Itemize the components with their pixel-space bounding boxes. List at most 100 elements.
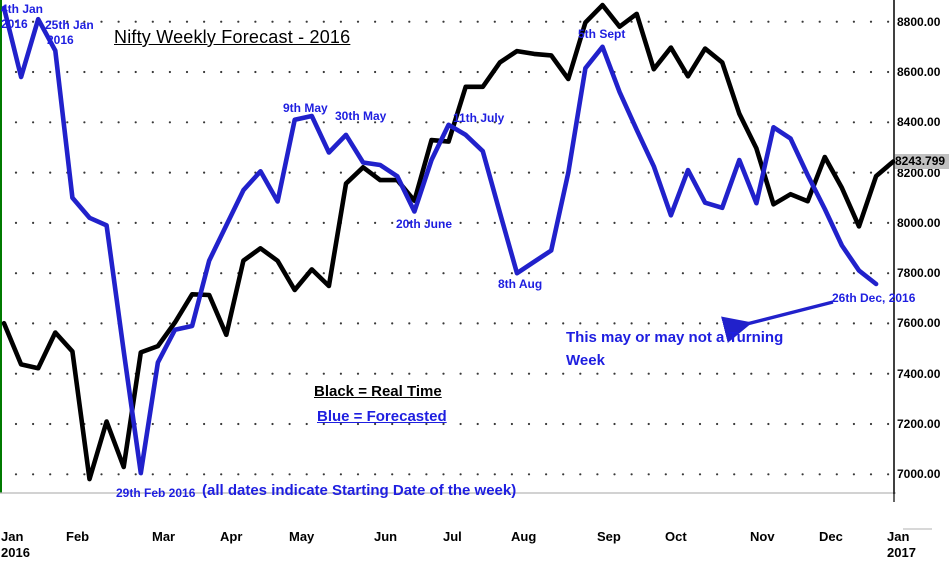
- grid-dot: [356, 20, 360, 23]
- grid-dot: [151, 20, 154, 23]
- grid-dot: [459, 422, 462, 426]
- grid-dot: [442, 272, 445, 275]
- grid-dot: [784, 171, 787, 174]
- grid-dot: [134, 20, 137, 23]
- x-axis-label-sep: Sep: [597, 529, 621, 544]
- ann-9th-may: 9th May: [283, 101, 328, 115]
- grid-dot: [100, 473, 103, 476]
- grid-dot: [31, 121, 35, 124]
- grid-dot: [869, 121, 873, 124]
- x-axis-label-may: May: [289, 529, 315, 544]
- ann-4th-jan: 4th Jan: [1, 2, 44, 16]
- grid-dot: [698, 473, 702, 476]
- grid-dot: [818, 20, 821, 23]
- grid-dot: [237, 171, 240, 174]
- grid-dot: [527, 473, 531, 476]
- grid-dot: [288, 473, 291, 476]
- grid-dot: [185, 372, 189, 375]
- grid-dot: [305, 121, 308, 124]
- grid-dot: [493, 20, 496, 23]
- grid-dot: [288, 70, 291, 74]
- grid-dot: [784, 272, 787, 275]
- grid-dot: [852, 473, 856, 476]
- grid-dot: [887, 473, 890, 476]
- grid-dot: [151, 272, 154, 275]
- grid-dot: [767, 372, 770, 375]
- grid-dot: [818, 322, 821, 325]
- grid-dot: [151, 171, 154, 174]
- grid-dot: [545, 70, 548, 74]
- grid-dot: [185, 121, 189, 124]
- grid-dot: [117, 171, 120, 174]
- grid-dot: [322, 221, 325, 224]
- grid-dot: [579, 422, 582, 426]
- grid-dot: [596, 221, 599, 224]
- grid-dot: [801, 171, 804, 174]
- grid-dot: [66, 70, 69, 74]
- grid-dot: [117, 473, 120, 476]
- grid-dot: [442, 171, 445, 174]
- grid-dot: [339, 121, 342, 124]
- grid-dot: [356, 70, 360, 74]
- grid-dot: [220, 70, 223, 74]
- grid-dot: [356, 372, 360, 375]
- grid-dot: [527, 121, 531, 124]
- last-price-badge: 8243.799: [895, 154, 949, 169]
- grid-dot: [339, 372, 342, 375]
- grid-dot: [647, 422, 650, 426]
- grid-dot: [887, 272, 890, 275]
- grid-dot: [31, 272, 35, 275]
- grid-dot: [493, 121, 496, 124]
- grid-dot: [168, 221, 171, 224]
- grid-dot: [134, 473, 137, 476]
- ann-26th-dec: 26th Dec, 2016: [832, 291, 916, 305]
- grid-dot: [750, 372, 753, 375]
- grid-dot: [835, 20, 838, 23]
- grid-dot: [151, 322, 154, 325]
- grid-dot: [134, 221, 137, 224]
- grid-dot: [801, 422, 804, 426]
- grid-dot: [579, 121, 582, 124]
- grid-dot: [83, 372, 86, 375]
- grid-dot: [374, 322, 377, 325]
- grid-dot: [442, 473, 445, 476]
- grid-dot: [613, 121, 616, 124]
- grid-dot: [168, 322, 171, 325]
- grid-dot: [356, 422, 360, 426]
- grid-dot: [716, 322, 719, 325]
- y-axis-label-8200.00: 8200.00: [897, 166, 941, 180]
- grid-dot: [835, 422, 838, 426]
- turning-week-arrow: [721, 300, 834, 343]
- grid-dot: [31, 422, 35, 426]
- grid-dot: [579, 473, 582, 476]
- grid-dot: [203, 171, 206, 174]
- grid-dot: [14, 473, 18, 476]
- grid-dot: [305, 422, 308, 426]
- grid-dot: [14, 272, 18, 275]
- grid-dot: [49, 171, 52, 174]
- grid-dot: [271, 473, 274, 476]
- grid-dot: [408, 20, 411, 23]
- grid-dot: [185, 221, 189, 224]
- grid-dot: [698, 372, 702, 375]
- ann-4th-jan-year: 2016: [1, 17, 28, 31]
- grid-dot: [579, 20, 582, 23]
- grid-dot: [630, 372, 633, 375]
- grid-dot: [852, 372, 856, 375]
- grid-dot: [168, 422, 171, 426]
- grid-dot: [835, 473, 838, 476]
- grid-dot: [476, 121, 479, 124]
- grid-dot: [459, 121, 462, 124]
- grid-dot: [562, 121, 565, 124]
- grid-dot: [374, 20, 377, 23]
- grid-dot: [237, 322, 240, 325]
- grid-dot: [322, 171, 325, 174]
- grid-dot: [545, 221, 548, 224]
- grid-dot: [339, 20, 342, 23]
- grid-dot: [288, 221, 291, 224]
- grid-dot: [562, 322, 565, 325]
- grid-dot: [835, 322, 838, 325]
- grid-dot: [339, 70, 342, 74]
- grid-dot: [100, 171, 103, 174]
- grid-dot: [630, 70, 633, 74]
